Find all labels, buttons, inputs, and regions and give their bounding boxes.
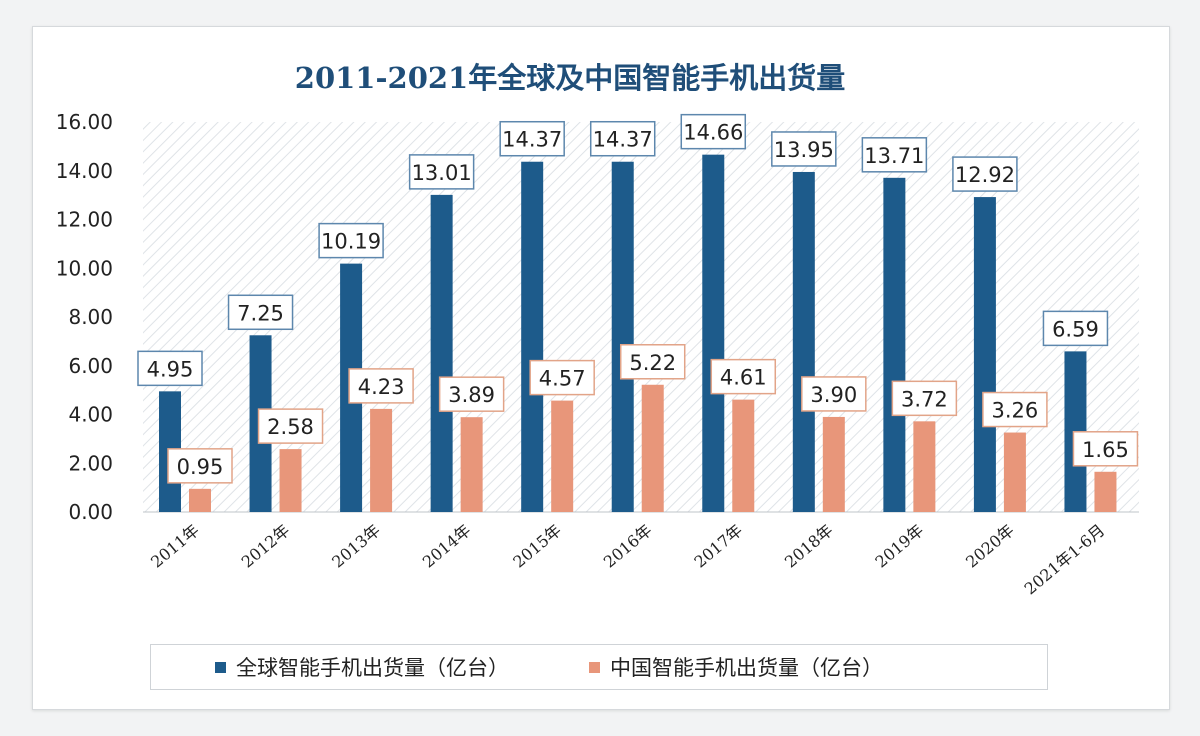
legend-item-global: 全球智能手机出货量（亿台）: [215, 652, 509, 682]
y-tick-label: 0.00: [68, 500, 113, 524]
data-label-box-china: [167, 448, 233, 484]
bar-china: [279, 449, 302, 512]
legend: 全球智能手机出货量（亿台） 中国智能手机出货量（亿台）: [150, 644, 1048, 690]
data-label-global: 10.19: [321, 230, 381, 254]
bar-china: [460, 417, 483, 512]
y-tick-label: 6.00: [68, 354, 113, 378]
data-label-china: 1.65: [1082, 438, 1129, 462]
data-label-box-global: [771, 131, 837, 167]
data-label-box-global: [680, 113, 747, 150]
bar-china: [189, 488, 211, 512]
bar-global: [883, 177, 906, 512]
data-label-box-china: [891, 380, 958, 417]
data-label-global: 13.01: [412, 161, 472, 185]
data-label-global: 6.59: [1052, 317, 1099, 341]
data-label-global: 14.37: [593, 128, 653, 152]
data-label-china: 5.22: [629, 351, 676, 375]
x-tick-label: 2019年: [872, 521, 928, 572]
data-label-global: 14.37: [502, 128, 562, 152]
bar-global: [702, 154, 725, 512]
data-label-china: 4.61: [720, 366, 767, 390]
y-tick-label: 16.00: [56, 110, 113, 134]
bar-china: [1094, 471, 1117, 512]
legend-item-china: 中国智能手机出货量（亿台）: [589, 652, 883, 682]
data-label-box-global: [499, 120, 565, 157]
x-tick-label: 2021年1-6月: [1021, 521, 1109, 599]
y-tick-label: 12.00: [56, 208, 113, 232]
data-label-box-china: [348, 368, 414, 404]
data-labels: 4.95 0.95 7.25 2.58 10.19 4.23 13.01 3.89 14.37 4…: [137, 113, 1139, 484]
data-label-box-global: [1042, 310, 1109, 347]
legend-swatch-china: [589, 661, 600, 673]
x-tick-label: 2011年: [147, 521, 203, 572]
bar-global: [792, 171, 815, 512]
data-label-box-china: [257, 408, 324, 444]
data-label-china: 3.72: [901, 387, 948, 411]
x-axis: 2011年 2012年 2013年 2014年 2015年 2016年 2017年 2018年…: [147, 521, 1108, 599]
data-label-global: 4.95: [147, 357, 194, 381]
y-tick-label: 8.00: [68, 305, 113, 329]
data-label-china: 0.95: [177, 455, 224, 479]
legend-label-china: 中国智能手机出货量（亿台）: [610, 656, 883, 680]
bar-china: [732, 399, 755, 512]
data-label-box-global: [227, 294, 294, 331]
data-label-box-global: [861, 137, 928, 173]
data-label-china: 4.23: [358, 375, 405, 399]
x-tick-label: 2018年: [781, 521, 837, 572]
data-label-box-china: [619, 344, 686, 380]
y-tick-label: 14.00: [56, 159, 113, 183]
bar-global: [973, 197, 996, 512]
y-tick-label: 2.00: [68, 451, 113, 475]
data-label-global: 14.66: [683, 121, 743, 145]
data-label-global: 12.92: [955, 163, 1015, 187]
data-label-china: 3.89: [448, 383, 495, 407]
data-label-box-global: [408, 154, 475, 190]
data-label-box-china: [982, 391, 1048, 428]
data-label-box-china: [529, 359, 595, 396]
data-label-box-china: [710, 358, 777, 395]
bar-china: [913, 421, 936, 512]
chart-title: 2011-2021年全球及中国智能手机出货量: [295, 61, 845, 95]
bar-china: [1003, 432, 1026, 512]
y-axis: 0.00 2.00 4.00 6.00 8.00 10.00 12.00 14.00 16.00: [56, 110, 1139, 524]
x-tick-label: 2017年: [690, 521, 746, 572]
x-tick-label: 2013年: [328, 521, 384, 572]
x-tick-label: 2015年: [509, 521, 565, 572]
x-tick-label: 2020年: [962, 521, 1018, 572]
y-tick-label: 10.00: [56, 256, 113, 280]
data-label-box-global: [137, 350, 203, 387]
y-tick-label: 4.00: [68, 403, 113, 427]
data-label-box-china: [1072, 431, 1139, 467]
bar-global: [521, 161, 544, 512]
data-label-global: 7.25: [237, 301, 284, 325]
data-label-box-global: [952, 156, 1018, 192]
data-label-china: 3.90: [810, 383, 857, 407]
data-label-china: 4.57: [539, 367, 586, 391]
data-label-china: 3.26: [992, 399, 1039, 423]
legend-swatch-global: [215, 661, 226, 673]
data-label-box-china: [438, 376, 505, 412]
bar-china: [641, 384, 664, 512]
data-label-global: 13.95: [774, 138, 834, 162]
data-label-china: 2.58: [267, 415, 314, 439]
bar-china: [822, 416, 845, 512]
bar-global: [430, 194, 453, 512]
legend-label-global: 全球智能手机出货量（亿台）: [236, 656, 509, 680]
data-label-global: 13.71: [864, 144, 924, 168]
bar-china: [370, 408, 393, 512]
x-tick-label: 2012年: [238, 521, 294, 572]
x-tick-label: 2014年: [419, 521, 475, 572]
data-label-box-global: [318, 222, 384, 259]
bar-global: [611, 161, 634, 512]
data-label-box-global: [589, 120, 656, 157]
data-label-box-china: [801, 376, 867, 412]
x-tick-label: 2016年: [600, 521, 656, 572]
bar-china: [551, 400, 574, 512]
